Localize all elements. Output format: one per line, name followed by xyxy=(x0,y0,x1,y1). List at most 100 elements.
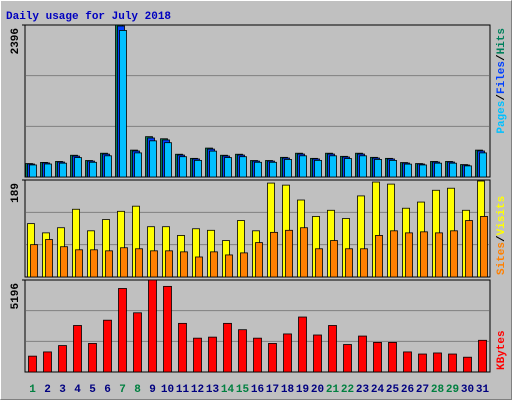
bar xyxy=(375,235,383,278)
bar xyxy=(298,316,307,373)
bar xyxy=(388,341,397,373)
bar xyxy=(464,165,472,178)
legend-entry: Hits xyxy=(496,28,508,54)
bar xyxy=(463,356,472,373)
x-tick-label: 17 xyxy=(266,384,279,396)
bar xyxy=(238,329,247,373)
x-tick-label: 26 xyxy=(401,384,414,396)
bar xyxy=(73,325,82,373)
x-tick-label: 27 xyxy=(416,384,429,396)
bar xyxy=(225,254,233,278)
bar xyxy=(118,288,127,373)
bar xyxy=(344,158,352,178)
bar xyxy=(224,157,232,178)
bar xyxy=(433,352,442,373)
bar xyxy=(358,335,367,373)
bar xyxy=(58,345,67,373)
bar xyxy=(283,333,292,373)
x-tick-label: 30 xyxy=(461,384,474,396)
bar xyxy=(134,152,142,178)
bar xyxy=(88,343,97,373)
bar xyxy=(43,351,52,373)
bar xyxy=(210,251,218,278)
bar xyxy=(60,246,68,278)
bar xyxy=(285,229,293,278)
x-tick-label: 23 xyxy=(356,384,370,396)
chart-title: Daily usage for July 2018 xyxy=(6,11,171,23)
bar xyxy=(195,256,203,278)
y-tick-label: 2396 xyxy=(10,28,22,54)
bar xyxy=(479,152,487,178)
bar xyxy=(255,242,263,278)
panel xyxy=(24,24,491,178)
legend-entry: Pages xyxy=(496,101,508,134)
bar xyxy=(239,156,247,178)
bar xyxy=(59,162,67,178)
bar xyxy=(284,159,292,178)
legend-entry: Sites xyxy=(496,242,508,275)
legend-entry: KBytes xyxy=(496,330,508,370)
bar xyxy=(194,159,202,178)
bar xyxy=(419,164,427,178)
bar xyxy=(89,161,97,178)
x-tick-label: 15 xyxy=(236,384,250,396)
legend: KBytes xyxy=(496,330,508,370)
bar xyxy=(44,163,52,178)
bar xyxy=(135,248,143,278)
legend-entry: Files xyxy=(496,61,508,94)
bar xyxy=(133,312,142,373)
bar xyxy=(104,155,112,178)
x-tick-label: 21 xyxy=(326,384,340,396)
bar xyxy=(223,322,232,373)
bar xyxy=(178,322,187,373)
x-tick-label: 11 xyxy=(176,384,190,396)
bar xyxy=(328,325,337,373)
bar xyxy=(434,162,442,178)
x-tick-label: 9 xyxy=(149,384,156,396)
bar xyxy=(300,227,308,278)
x-tick-label: 4 xyxy=(74,384,81,396)
legend-separator: / xyxy=(496,54,508,61)
bar xyxy=(209,150,217,178)
bar xyxy=(389,159,397,178)
x-tick-label: 19 xyxy=(296,384,309,396)
x-tick-label: 29 xyxy=(446,384,459,396)
bar xyxy=(478,339,487,373)
x-tick-label: 3 xyxy=(59,384,66,396)
bar xyxy=(435,232,443,278)
bar xyxy=(390,230,398,278)
bar xyxy=(329,155,337,178)
bar xyxy=(120,247,128,278)
y-tick-label: 5196 xyxy=(10,283,22,309)
legend: Sites/Visits xyxy=(496,196,508,275)
bar xyxy=(268,343,277,373)
bar xyxy=(299,155,307,178)
x-tick-label: 12 xyxy=(191,384,204,396)
bar xyxy=(450,230,458,278)
bar xyxy=(163,285,172,373)
bar xyxy=(315,248,323,278)
bar xyxy=(420,231,428,278)
bar xyxy=(270,231,278,278)
bar xyxy=(269,161,277,178)
bar xyxy=(345,248,353,278)
bar xyxy=(343,344,352,373)
bar xyxy=(28,355,37,373)
x-tick-label: 7 xyxy=(119,384,126,396)
y-tick-label: 189 xyxy=(10,183,22,203)
bar xyxy=(405,232,413,278)
bar xyxy=(373,341,382,373)
bar xyxy=(374,159,382,178)
bar xyxy=(449,162,457,178)
x-tick-label: 13 xyxy=(206,384,220,396)
bar xyxy=(180,251,188,278)
bar xyxy=(448,353,457,373)
bar xyxy=(480,216,488,278)
legend-separator: / xyxy=(496,94,508,101)
x-tick-label: 31 xyxy=(476,384,490,396)
bar xyxy=(105,250,113,278)
x-tick-label: 1 xyxy=(29,384,36,396)
x-tick-label: 28 xyxy=(431,384,445,396)
bar xyxy=(208,336,217,373)
